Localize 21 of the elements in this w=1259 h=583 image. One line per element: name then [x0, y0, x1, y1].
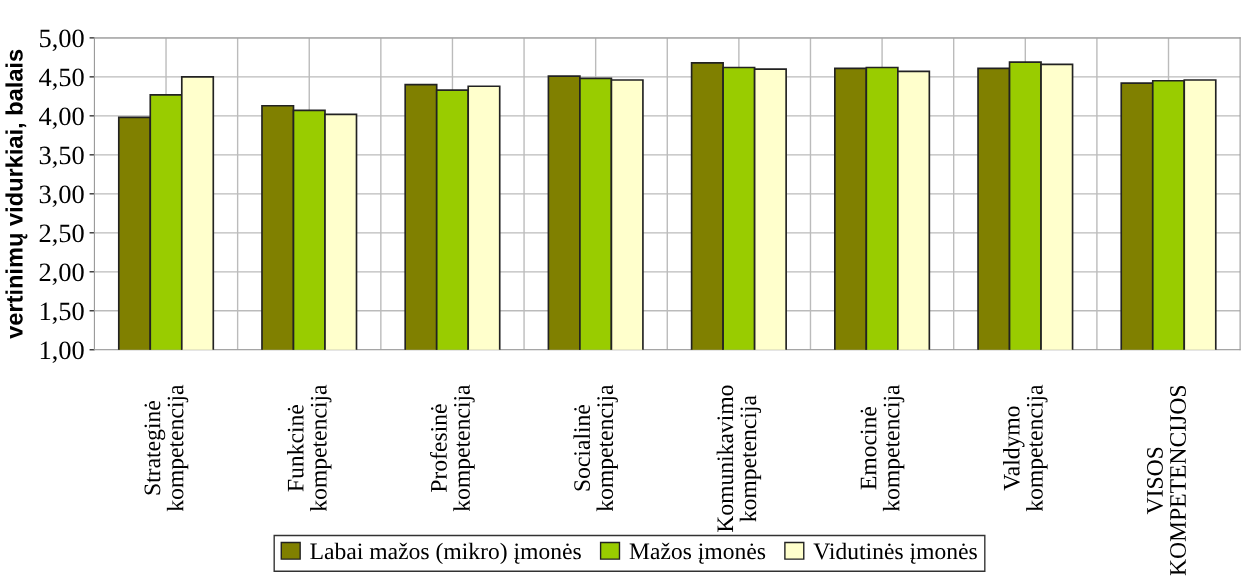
y-axis-title: vertinimų vidurkiai, balais [5, 49, 28, 339]
x-tick-label: Socialinė kompetencija [573, 384, 618, 512]
y-tick-label: 3,50 [39, 146, 84, 169]
y-tick-label: 2,50 [39, 224, 84, 247]
x-tick-label: Emocinė kompetencija [860, 384, 905, 512]
legend-label: Mažos įmonės [629, 542, 766, 564]
x-tick-label: Funkcinė kompetencija [287, 384, 332, 512]
y-tick-label: 2,00 [39, 263, 84, 286]
x-tick-label: Komunikavimo kompetencija [716, 385, 762, 533]
x-tick-label: Profesinė kompetencija [429, 384, 475, 512]
y-tick-label: 1,00 [40, 341, 84, 364]
x-tick-label: VISOS KOMPETENCIJOS [1147, 385, 1186, 576]
y-tick-label: 4,00 [39, 107, 84, 130]
x-tick-label: Valdymo kompetencija [1003, 384, 1048, 512]
legend-label: Labai mažos (mikro) įmonės [310, 542, 581, 565]
x-tick-label: Strateginė kompetencija [144, 384, 189, 512]
y-tick-label: 5,00 [40, 29, 84, 52]
y-tick-label: 4,50 [39, 68, 84, 91]
legend-label: Vidutinės įmonės [813, 542, 977, 564]
y-tick-label: 1,50 [40, 302, 84, 325]
y-tick-label: 3,00 [39, 185, 84, 208]
